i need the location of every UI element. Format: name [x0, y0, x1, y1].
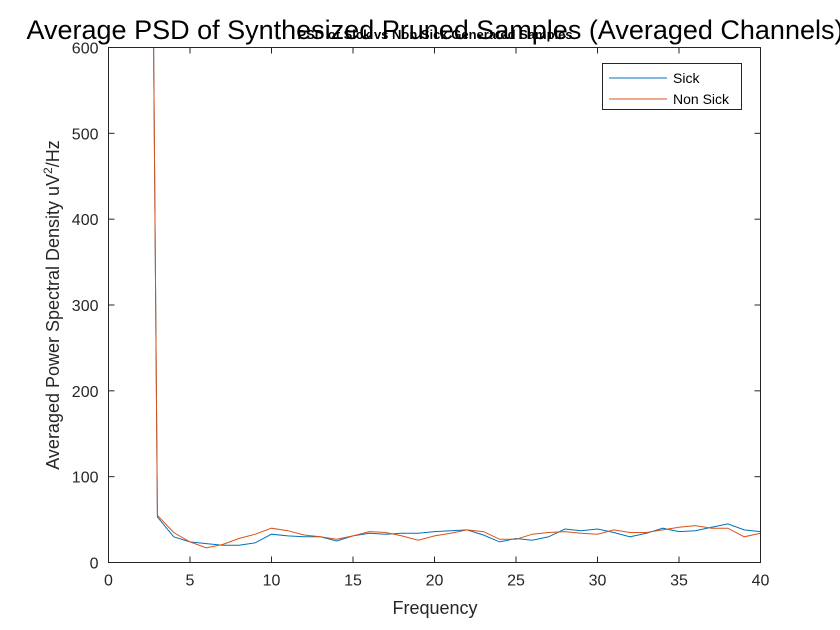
- legend-label-1: Sick: [673, 70, 700, 86]
- y-tick-label: 0: [90, 556, 99, 573]
- y-tick-label: 300: [72, 298, 99, 315]
- x-axis-label: Frequency: [392, 598, 477, 618]
- legend-box: [602, 63, 742, 110]
- y-tick-label: 500: [72, 126, 99, 143]
- x-tick-label: 35: [670, 573, 688, 590]
- y-tick-label: 100: [72, 470, 99, 487]
- legend-label-2: Non Sick: [673, 91, 730, 107]
- x-tick-label: 30: [589, 573, 607, 590]
- y-axis-label: Averaged Power Spectral Density uV2/Hz: [41, 140, 63, 470]
- x-tick-label: 20: [426, 573, 444, 590]
- series-lines: [153, 47, 761, 549]
- y-axis-ticks: 0 100 200 300 400 500 600: [72, 41, 761, 573]
- y-tick-label: 400: [72, 212, 99, 229]
- x-tick-label: 15: [344, 573, 362, 590]
- series-line-1: [153, 47, 761, 546]
- y-axis-label-superscript: 2: [41, 167, 55, 174]
- plot-area-frame: [108, 47, 761, 563]
- y-axis-label-main: Averaged Power Spectral Density uV: [43, 174, 63, 470]
- x-tick-label: 5: [186, 573, 195, 590]
- y-tick-label: 600: [72, 41, 99, 58]
- x-tick-label: 25: [507, 573, 525, 590]
- chart-subtitle: PSD of Sick vs Non Sick Generated Sample…: [297, 27, 572, 42]
- x-tick-label: 0: [104, 573, 113, 590]
- x-tick-label: 10: [263, 573, 281, 590]
- legend: Sick Non Sick: [602, 63, 742, 110]
- x-axis-ticks: 0 5 10 15 20 25 30 35 40: [104, 47, 770, 590]
- series-line-2: [153, 47, 761, 549]
- x-tick-label: 40: [752, 573, 770, 590]
- y-tick-label: 200: [72, 384, 99, 401]
- chart-title: Average PSD of Synthesized Pruned Sample…: [27, 15, 840, 45]
- y-axis-label-tail: /Hz: [43, 140, 63, 167]
